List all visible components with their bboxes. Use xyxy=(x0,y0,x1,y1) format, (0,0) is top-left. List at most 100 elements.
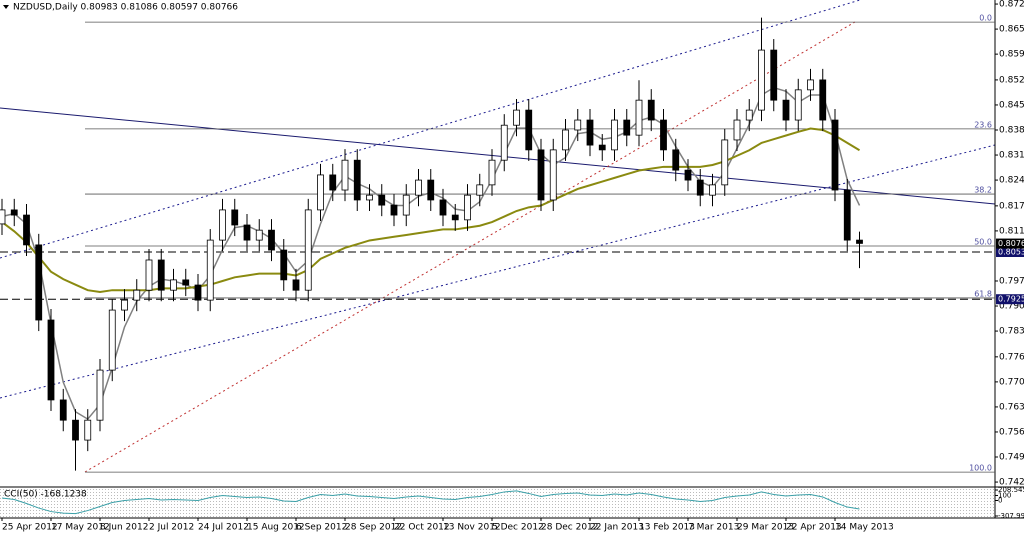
y-tick-label: 0.83170 xyxy=(999,151,1024,161)
candle-body xyxy=(794,89,802,121)
x-tick-label: 13 Nov 2012 xyxy=(443,523,501,533)
x-tick-label: 22 Apr 2013 xyxy=(786,523,842,533)
current-price-label: 0.80766 xyxy=(998,239,1024,248)
fibo-trend-line xyxy=(84,21,856,473)
candle-body xyxy=(10,209,18,216)
x-tick-label: 13 Feb 2013 xyxy=(639,523,695,533)
candle-body xyxy=(758,49,765,111)
candle-body xyxy=(121,299,128,311)
price-tag-label: 0.80537 xyxy=(998,248,1024,257)
candle-body xyxy=(268,229,275,251)
price-tag-label: 0.79255 xyxy=(998,295,1024,304)
candle-body xyxy=(59,399,67,421)
candle-body xyxy=(439,199,447,216)
candle-body xyxy=(329,174,337,191)
x-tick-label: 7 Mar 2013 xyxy=(688,523,739,533)
y-tick-label: 0.75650 xyxy=(999,427,1024,437)
candle-body xyxy=(206,239,214,301)
candle-body xyxy=(157,259,165,291)
candle-body xyxy=(96,369,104,421)
x-tick-label: 8 Jun 2012 xyxy=(100,523,148,533)
candle-body xyxy=(84,419,92,441)
moving-average xyxy=(1,127,861,294)
candle-body xyxy=(611,119,618,151)
candle-body xyxy=(488,159,496,186)
y-tick-label: 0.84530 xyxy=(999,100,1024,110)
fibo-label: 100.0 xyxy=(969,464,992,473)
fibo-label: 38.2 xyxy=(974,186,992,195)
y-tick-label: 0.81110 xyxy=(999,226,1024,236)
y-tick-label: 0.78390 xyxy=(999,327,1024,337)
candle-body xyxy=(280,249,288,281)
candle-body xyxy=(427,179,435,201)
indicator-tick-label: -307.996 xyxy=(998,512,1024,520)
y-tick-label: 0.82490 xyxy=(999,176,1024,186)
candle-body xyxy=(72,419,79,441)
candle-body xyxy=(598,144,606,151)
x-tick-label: 28 Sep 2012 xyxy=(345,523,402,533)
indicator-tick-label: 0 xyxy=(998,496,1002,504)
chart-title: NZDUSD,Daily 0.80983 0.81086 0.80597 0.8… xyxy=(13,3,238,13)
x-tick-label: 14 May 2013 xyxy=(835,523,894,533)
candle-body xyxy=(525,109,533,151)
x-tick-label: 25 Apr 2012 xyxy=(2,523,58,533)
candle-body xyxy=(243,224,251,241)
candle-body xyxy=(586,119,594,146)
candle-body xyxy=(856,239,863,244)
y-tick-label: 0.79070 xyxy=(999,302,1024,312)
candle-body xyxy=(402,194,410,216)
candle-body xyxy=(182,279,190,286)
indicator-tick-label: 100 xyxy=(998,491,1011,499)
candle-body xyxy=(341,159,349,191)
candle-body xyxy=(23,214,30,246)
candle-body xyxy=(549,149,557,201)
candle-body xyxy=(819,79,827,121)
candle-body xyxy=(219,209,226,241)
candle-body xyxy=(304,209,312,291)
current-price-tag xyxy=(996,238,1024,249)
candle-body xyxy=(807,79,814,91)
candle-body xyxy=(464,194,471,221)
candle-body xyxy=(696,179,704,196)
x-tick-label: 22 Oct 2012 xyxy=(394,523,450,533)
candle-body xyxy=(194,284,202,301)
x-tick-label: 15 Aug 2012 xyxy=(247,523,305,533)
y-tick-label: 0.76330 xyxy=(999,402,1024,412)
candle-body xyxy=(574,119,582,131)
candle-body xyxy=(843,189,851,241)
x-tick-label: 5 Dec 2012 xyxy=(492,523,544,533)
candle-body xyxy=(133,289,141,301)
y-tick-label: 0.74290 xyxy=(999,478,1024,488)
x-tick-label: 6 Sep 2012 xyxy=(296,523,347,533)
candle-body xyxy=(770,49,778,101)
candle-body xyxy=(562,129,569,151)
x-tick-label: 28 Dec 2012 xyxy=(541,523,599,533)
fibo-label: 23.6 xyxy=(974,120,992,129)
price-tag xyxy=(996,294,1024,305)
candle-body xyxy=(451,214,459,221)
candle-body xyxy=(660,119,667,151)
candle-body xyxy=(292,279,300,291)
y-tick-label: 0.77690 xyxy=(999,352,1024,362)
channel-line xyxy=(0,144,996,399)
candle-body xyxy=(672,149,680,171)
candle-body xyxy=(647,99,655,121)
candle-body xyxy=(47,319,55,401)
menu-arrow xyxy=(3,5,9,9)
indicator-title: CCI(50) -168.1238 xyxy=(4,490,87,500)
trend-line xyxy=(0,107,996,205)
candle-body xyxy=(709,184,716,196)
candle-body xyxy=(170,279,177,291)
y-tick-label: 0.74970 xyxy=(999,453,1024,463)
candle-body xyxy=(745,109,753,121)
candle-body xyxy=(378,194,386,206)
indicator-line xyxy=(1,490,860,515)
candle-body xyxy=(145,259,153,291)
candle-body xyxy=(35,244,43,321)
candle-body xyxy=(231,209,239,226)
x-tick-label: 24 Jul 2012 xyxy=(198,523,249,533)
y-tick-label: 0.85210 xyxy=(999,75,1024,85)
y-tick-label: 0.79750 xyxy=(999,276,1024,286)
